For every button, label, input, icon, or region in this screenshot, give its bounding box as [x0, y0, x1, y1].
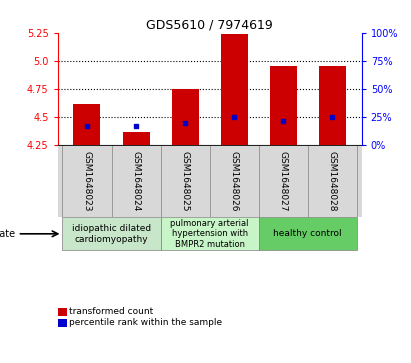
Text: GSM1648028: GSM1648028 — [328, 151, 337, 212]
Text: GSM1648026: GSM1648026 — [230, 151, 239, 212]
Text: GSM1648023: GSM1648023 — [83, 151, 92, 212]
Bar — [62, 217, 161, 250]
Text: idiopathic dilated
cardiomyopathy: idiopathic dilated cardiomyopathy — [72, 224, 151, 244]
Text: GSM1648027: GSM1648027 — [279, 151, 288, 212]
Text: transformed count: transformed count — [69, 307, 153, 316]
Bar — [319, 66, 346, 146]
Text: healthy control: healthy control — [273, 229, 342, 238]
Bar — [221, 34, 247, 146]
Text: disease state: disease state — [0, 229, 58, 239]
Bar — [270, 66, 297, 146]
Bar — [172, 89, 199, 146]
Text: GSM1648025: GSM1648025 — [180, 151, 189, 212]
Bar — [161, 217, 259, 250]
Text: pulmonary arterial
hypertension with
BMPR2 mutation: pulmonary arterial hypertension with BMP… — [171, 219, 249, 249]
Text: GSM1648024: GSM1648024 — [132, 151, 141, 212]
Title: GDS5610 / 7974619: GDS5610 / 7974619 — [146, 19, 273, 32]
Bar — [122, 132, 150, 146]
Bar — [259, 217, 357, 250]
Text: percentile rank within the sample: percentile rank within the sample — [69, 318, 222, 327]
Bar — [74, 104, 100, 146]
